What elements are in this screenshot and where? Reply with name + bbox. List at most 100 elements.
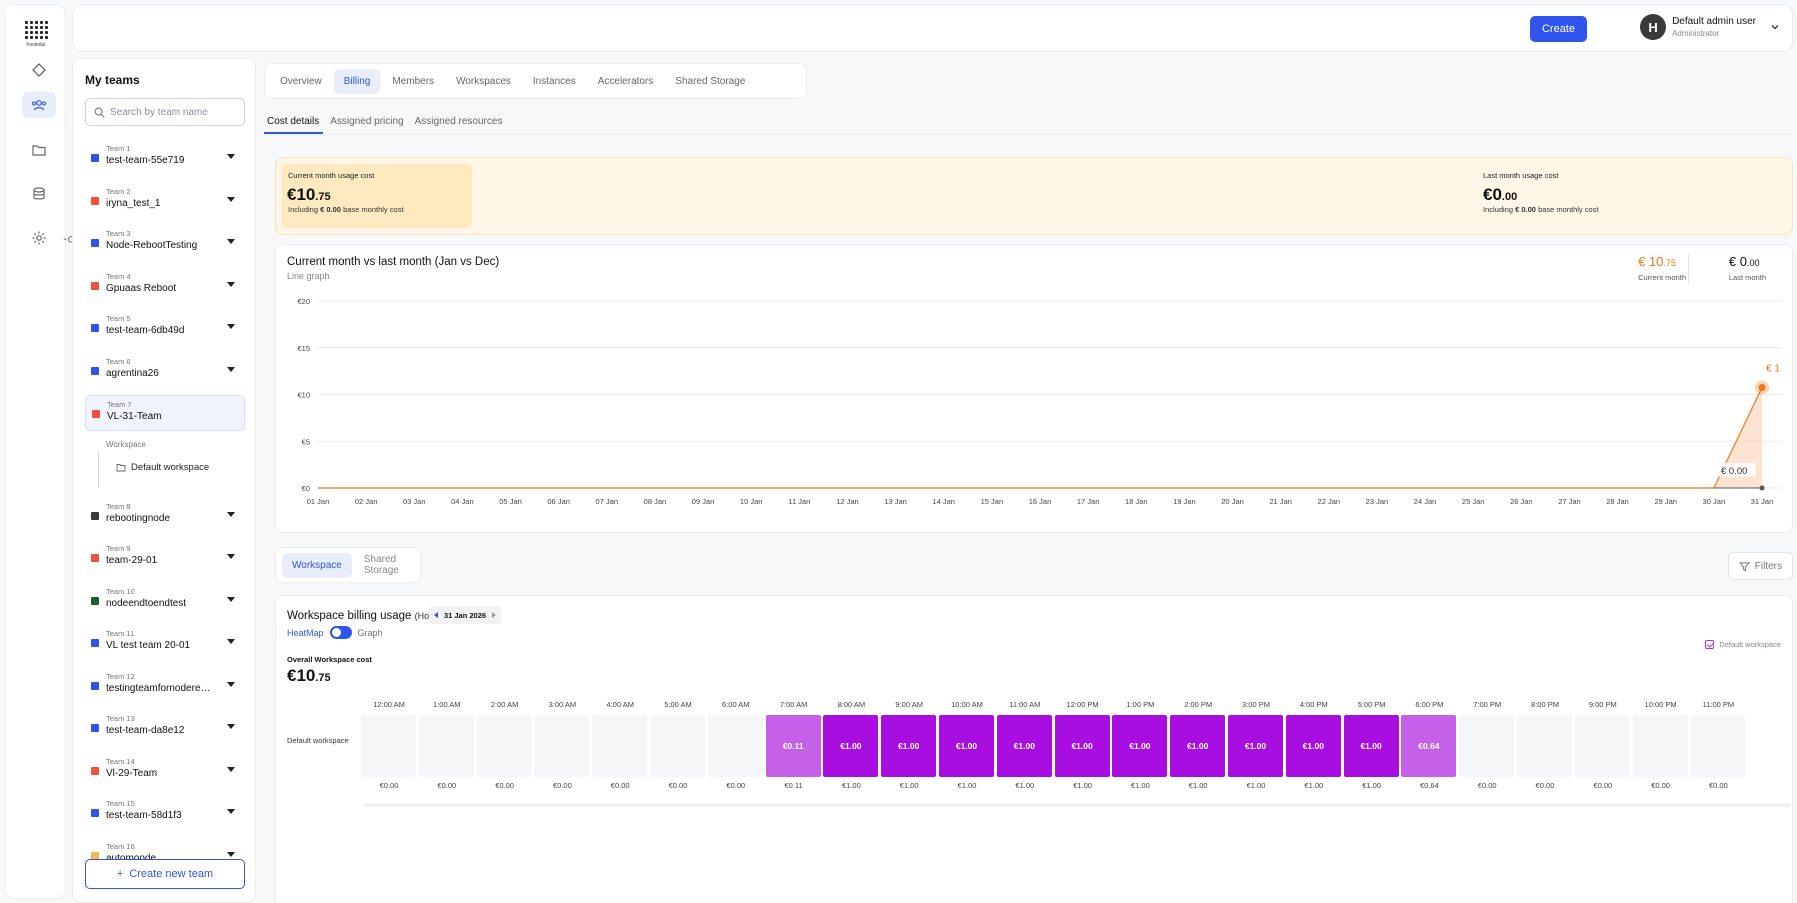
gear-icon[interactable]: [22, 225, 56, 251]
team-item[interactable]: Team 1 test-team-55e719: [85, 140, 245, 176]
caret-down-icon[interactable]: [227, 554, 235, 559]
caret-down-icon[interactable]: [227, 154, 235, 159]
heatmap-cell[interactable]: [476, 715, 532, 777]
heatmap-cell[interactable]: €1.00: [939, 715, 994, 777]
heatmap-cell[interactable]: [1459, 715, 1515, 777]
team-item[interactable]: Team 15 test-team-58d1f3: [85, 795, 245, 831]
brand-logo[interactable]: hostedai: [23, 19, 49, 49]
caret-down-icon[interactable]: [227, 851, 235, 857]
caret-down-icon[interactable]: [227, 511, 235, 517]
team-name: team-29-01: [106, 555, 158, 566]
tab-members[interactable]: Members: [392, 75, 435, 87]
filters-button[interactable]: Filters: [1727, 552, 1793, 580]
user-menu[interactable]: H Default admin user Administrator: [1640, 14, 1780, 40]
caret-down-icon[interactable]: [227, 239, 235, 244]
hour-label: 9:00 PM: [1588, 700, 1617, 709]
prev-day-icon[interactable]: [434, 612, 438, 618]
date-value: 31 Jan 2026: [443, 610, 487, 620]
subtab-assigned-pricing[interactable]: Assigned pricing: [330, 116, 404, 127]
heatmap-cell[interactable]: €1.00: [1054, 715, 1110, 777]
workspace-item[interactable]: Default workspace: [116, 462, 209, 473]
heatmap-cell[interactable]: €1.00: [1112, 715, 1168, 777]
tab-shared-storage[interactable]: Shared Storage: [363, 554, 399, 576]
database-icon[interactable]: [22, 181, 56, 207]
team-icon[interactable]: [22, 92, 56, 118]
caret-down-icon[interactable]: [227, 681, 235, 687]
tab-workspaces[interactable]: Workspaces: [456, 75, 511, 87]
date-picker[interactable]: 31 Jan 2026: [429, 606, 501, 624]
team-item[interactable]: Team 5 test-team-6db49d: [85, 310, 245, 346]
caret-down-icon[interactable]: [227, 366, 235, 372]
heatmap-cell[interactable]: €1.00: [823, 715, 879, 777]
create-button[interactable]: Create: [1529, 16, 1587, 42]
x-tick-label: 24 Jan: [1414, 497, 1437, 506]
team-item[interactable]: Team 14 Vl-29-Team: [85, 753, 245, 789]
filter-icon: [1738, 561, 1750, 571]
team-item[interactable]: Team 16 automoode: [85, 838, 245, 874]
team-number: Team 5: [106, 314, 131, 323]
heatmap-cell[interactable]: [1632, 715, 1688, 777]
team-item[interactable]: Team 9 team-29-01: [85, 540, 245, 576]
search-input[interactable]: [110, 106, 240, 118]
heatmap-cell[interactable]: [1690, 715, 1746, 777]
team-item[interactable]: Team 10 nodeendtoendtest: [85, 583, 245, 619]
heatmap-cell[interactable]: [1517, 715, 1572, 777]
team-item[interactable]: Team 4 Gpuaas Reboot: [85, 268, 245, 304]
overall-cost-amount: €10.75: [287, 666, 331, 685]
heatmap-cell[interactable]: [707, 715, 763, 777]
team-name: nodeendtoendtest: [106, 597, 187, 609]
tab-overview[interactable]: Overview: [280, 75, 322, 87]
checkbox-icon[interactable]: [1705, 640, 1715, 649]
caret-down-icon[interactable]: [227, 281, 235, 287]
heatmap-cell[interactable]: €0.64: [1401, 715, 1457, 777]
caret-down-icon[interactable]: [227, 596, 235, 602]
caret-down-icon[interactable]: [227, 724, 235, 729]
team-item[interactable]: Team 3 Node-RebootTesting: [85, 225, 245, 261]
heatmap-cell[interactable]: [418, 715, 474, 777]
heatmap-cell[interactable]: [534, 715, 590, 777]
heatmap-cell[interactable]: [650, 715, 705, 777]
heatmap-cell[interactable]: [361, 715, 416, 777]
heatmap-cell[interactable]: €0.11: [765, 715, 821, 777]
tab-instances[interactable]: Instances: [532, 75, 576, 87]
horizontal-scrollbar[interactable]: [363, 803, 1791, 807]
team-item[interactable]: Team 12testingteamfornoderebootissue: [85, 668, 245, 704]
tab-workspace[interactable]: Workspace: [282, 552, 352, 578]
workspace-name: Default workspace: [131, 461, 210, 473]
heatmap-toggle-label: HeatMap: [287, 627, 324, 638]
heatmap-cell[interactable]: €1.00: [1170, 715, 1226, 777]
current-usage-label: Current month usage cost: [288, 171, 375, 180]
team-item[interactable]: Team 13 test-team-da8e12: [85, 710, 245, 746]
team-item[interactable]: Team 6 agrentina26: [85, 353, 245, 389]
team-color-swatch: [91, 681, 99, 690]
heatmap-cell[interactable]: €1.00: [996, 715, 1052, 777]
collapse-sidebar-icon[interactable]: -○|: [62, 232, 80, 248]
tab-shared-storage[interactable]: Shared Storage: [675, 75, 746, 87]
team-item[interactable]: Team 11 VL test team 20-01: [85, 625, 245, 661]
next-day-icon[interactable]: [492, 612, 496, 618]
team-item[interactable]: Team 2 iryna_test_1: [85, 183, 245, 219]
heatmap-cell[interactable]: €1.00: [1285, 715, 1341, 777]
team-item[interactable]: Team 7 VL-31-Team: [85, 395, 245, 431]
x-tick-label: 12 Jan: [836, 497, 859, 506]
caret-down-icon[interactable]: [227, 196, 235, 202]
team-item[interactable]: Team 8 rebootingnode: [85, 498, 245, 534]
subtab-assigned-resources[interactable]: Assigned resources: [414, 116, 503, 127]
workspace-legend[interactable]: Default workspace: [1705, 640, 1781, 649]
folder-icon[interactable]: [22, 137, 56, 163]
heatmap-cell[interactable]: [592, 715, 648, 777]
caret-down-icon[interactable]: [227, 324, 235, 329]
heatmap-cell[interactable]: €1.00: [1228, 715, 1283, 777]
heatmap-cell[interactable]: €1.00: [1343, 715, 1399, 777]
tab-accelerators[interactable]: Accelerators: [597, 75, 654, 87]
subtab-cost-details[interactable]: Cost details: [264, 116, 324, 134]
caret-down-icon[interactable]: [227, 639, 235, 644]
caret-down-icon[interactable]: [227, 809, 235, 814]
heatmap-cell[interactable]: €1.00: [881, 715, 937, 777]
caret-down-icon[interactable]: [227, 766, 235, 772]
diamond-icon[interactable]: [22, 57, 56, 83]
view-switch[interactable]: [329, 626, 352, 639]
heatmap-cell[interactable]: [1574, 715, 1630, 777]
create-new-team-button[interactable]: + Create new team: [85, 859, 245, 889]
tab-billing[interactable]: Billing: [333, 68, 381, 94]
